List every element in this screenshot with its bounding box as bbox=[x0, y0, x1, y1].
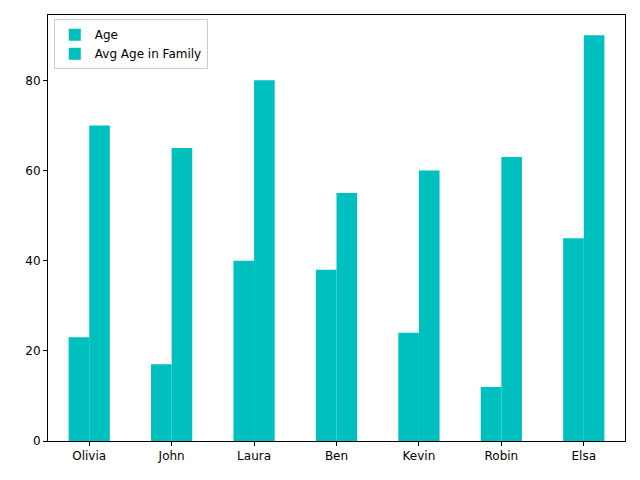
svg-text:Ben: Ben bbox=[325, 449, 348, 463]
svg-text:Laura: Laura bbox=[237, 449, 271, 463]
svg-text:20: 20 bbox=[25, 344, 40, 358]
svg-text:Robin: Robin bbox=[485, 449, 519, 463]
svg-text:Age: Age bbox=[95, 28, 118, 42]
svg-text:Olivia: Olivia bbox=[72, 449, 106, 463]
svg-text:Kevin: Kevin bbox=[403, 449, 436, 463]
svg-text:60: 60 bbox=[25, 164, 40, 178]
svg-text:0: 0 bbox=[33, 434, 41, 448]
svg-text:40: 40 bbox=[25, 254, 40, 268]
svg-text:Elsa: Elsa bbox=[572, 449, 597, 463]
svg-text:John: John bbox=[158, 449, 185, 463]
svg-text:Avg Age in Family: Avg Age in Family bbox=[95, 47, 201, 61]
svg-text:80: 80 bbox=[25, 74, 40, 88]
